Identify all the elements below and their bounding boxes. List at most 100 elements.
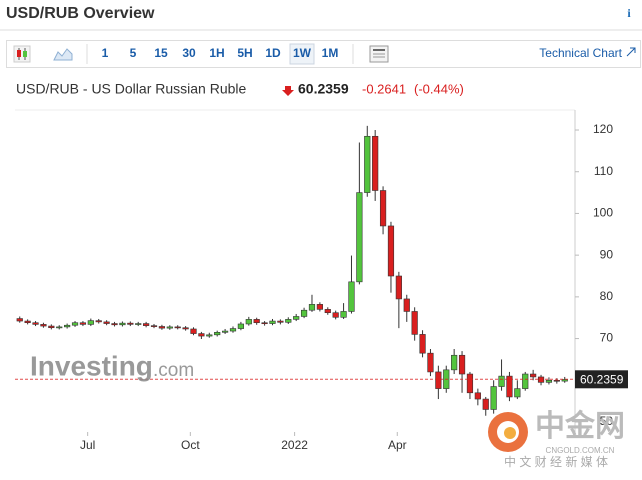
candle-body: [269, 320, 276, 324]
y-tick-label: 50: [600, 414, 614, 428]
y-tick-label: 80: [600, 289, 614, 303]
candle-body: [127, 322, 134, 325]
investing-watermark-suffix: .com: [153, 360, 194, 381]
candle-body: [261, 322, 268, 325]
interval-button[interactable]: 1: [102, 46, 109, 60]
candle-body: [221, 330, 229, 333]
candle-body: [190, 328, 197, 334]
interval-button[interactable]: 1H: [209, 46, 224, 60]
cngold-logo: [488, 412, 528, 452]
candle-body: [561, 379, 568, 382]
y-tick-label: 90: [600, 247, 614, 261]
candle-body: [150, 325, 158, 327]
candle-body: [95, 320, 102, 323]
candle-body: [466, 373, 474, 394]
cngold-watermark: 中金网: [535, 409, 625, 443]
widget-title: USD/RUB Overview: [6, 5, 155, 22]
candle-body: [506, 375, 513, 398]
candle-body: [356, 192, 363, 283]
candle-body: [379, 190, 387, 227]
candle-body: [474, 392, 481, 400]
last-price-label: 60.2359: [580, 372, 624, 386]
candle-body: [514, 388, 521, 398]
candle-body: [332, 312, 339, 318]
cngold-site: CNGOLD.COM.CN: [546, 446, 615, 455]
candle-body: [387, 225, 395, 277]
y-tick-label: 100: [593, 206, 613, 220]
candle-body: [158, 326, 166, 329]
x-tick-label: 2022: [281, 438, 308, 452]
candle-body: [293, 316, 300, 320]
external-link-icon[interactable]: [626, 47, 636, 57]
candle-body: [482, 398, 489, 410]
x-tick-label: Oct: [181, 438, 200, 452]
candle-body: [348, 281, 355, 312]
candle-body: [229, 328, 237, 332]
candle-body: [316, 304, 323, 310]
candle-body: [40, 324, 47, 327]
candle-icon[interactable]: [13, 45, 31, 63]
instrument-name: USD/RUB - US Dollar Russian Ruble: [16, 81, 247, 97]
candle-body: [308, 304, 316, 311]
candle-body: [403, 298, 410, 312]
candle-body: [214, 332, 221, 336]
interval-selected[interactable]: [289, 43, 315, 65]
price-change-pct: (-0.44%): [414, 81, 464, 96]
y-tick-label: 70: [600, 331, 614, 345]
interval-button[interactable]: 5H: [237, 46, 252, 60]
candle-body: [411, 311, 418, 335]
candle-body: [32, 322, 39, 325]
toolbar: [6, 40, 641, 68]
area-icon[interactable]: [53, 48, 73, 61]
technical-chart-link[interactable]: Technical Chart: [539, 46, 622, 60]
candle-body: [182, 327, 189, 330]
last-price: 60.2359: [298, 81, 349, 97]
down-arrow: [282, 86, 294, 96]
info-text[interactable]: i: [627, 6, 631, 20]
candle-body: [458, 354, 466, 375]
candle-body: [64, 324, 71, 328]
candle-body: [372, 135, 379, 191]
candle-body: [285, 319, 292, 323]
interval-button[interactable]: 1M: [322, 46, 339, 60]
candle-body: [300, 309, 308, 317]
candle-body: [277, 320, 284, 323]
candle-body: [451, 354, 458, 371]
candle-body: [490, 386, 497, 410]
candle-body: [198, 333, 205, 337]
candle-body: [174, 326, 181, 329]
interval-button[interactable]: 1D: [265, 46, 281, 60]
interval-button[interactable]: 5: [130, 46, 137, 60]
candle-body: [498, 375, 505, 387]
candle-body: [340, 311, 347, 318]
table-icon[interactable]: [369, 45, 389, 63]
candle-body: [79, 322, 87, 325]
candle-body: [24, 320, 31, 324]
info-icon[interactable]: [622, 6, 636, 20]
candle-body: [364, 135, 371, 193]
price-change: -0.2641: [362, 81, 406, 96]
x-tick-label: Jul: [80, 438, 95, 452]
candle-body: [16, 318, 23, 322]
candle-body: [245, 319, 252, 325]
y-tick-label: 120: [593, 122, 613, 136]
interval-button[interactable]: 30: [182, 46, 196, 60]
candle-body: [103, 321, 110, 324]
interval-button[interactable]: 1W: [293, 46, 312, 60]
candle-body: [119, 322, 126, 326]
candle-body: [135, 323, 142, 325]
candle-body: [253, 319, 260, 324]
candle-body: [87, 320, 94, 325]
last-price-box: [575, 370, 628, 389]
y-tick-label: 110: [594, 164, 613, 178]
candle-body: [206, 334, 213, 337]
candle-body: [324, 309, 331, 314]
interval-button[interactable]: 15: [154, 46, 168, 60]
candle-body: [395, 275, 402, 300]
candle-body: [522, 373, 529, 389]
candle-body: [545, 379, 553, 383]
candle-body: [237, 323, 244, 329]
investing-watermark: Investing: [30, 350, 153, 381]
